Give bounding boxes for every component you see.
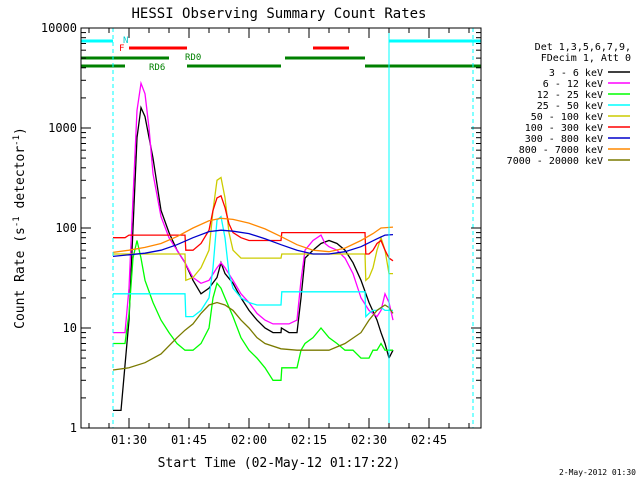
legend-header-0: Det 1,3,5,6,7,9, [535,42,631,53]
y-tick-label-3: 1000 [48,121,77,135]
series-line-5 [113,194,394,262]
legend-label-2: 12 - 25 keV [537,90,603,101]
flag-rd0-label: RD0 [185,53,201,63]
series-line-6 [112,229,394,258]
x-tick-label-2: 02:00 [231,433,267,447]
y-axis-label-sup2: -1 [12,135,22,146]
chart-title: HESSI Observing Summary Count Rates [131,6,426,22]
series-line-4 [113,176,393,282]
y-axis-label-main: Count Rate (s [13,227,28,329]
x-tick-label-0: 01:30 [111,433,147,447]
x-axis-label: Start Time (02-May-12 01:17:22) [158,456,401,471]
series-layer [112,80,394,412]
y-axis-label-end: ) [13,127,28,135]
series-line-3 [113,215,393,319]
flag-f-label: F [119,44,124,54]
x-tick-label-3: 02:15 [291,433,327,447]
legend-label-0: 3 - 6 keV [549,68,603,79]
y-axis-label-mid: detector [13,146,28,217]
series-line-7 [112,217,394,254]
series-line-8 [112,301,394,371]
legend-label-4: 50 - 100 keV [531,112,603,123]
x-tick-label-5: 02:45 [411,433,447,447]
x-tick-label-4: 02:30 [351,433,387,447]
y-axis-label: Count Rate (s-1 detector-1) [12,127,28,329]
legend-label-7: 800 - 7000 keV [519,145,603,156]
flags-layer: NF RD0 RD6 [81,28,481,428]
y-axis-ticks: 1 10 100 1000 10000 [41,21,481,435]
legend: Det 1,3,5,6,7,9,FDecim 1, Att 0 3 - 6 keV… [507,42,631,167]
legend-label-6: 300 - 800 keV [525,134,603,145]
x-tick-label-1: 01:45 [171,433,207,447]
legend-label-5: 100 - 300 keV [525,123,603,134]
footer-date: 2-May-2012 01:30 [559,468,636,477]
series-line-0 [113,105,394,412]
y-tick-label-4: 10000 [41,21,77,35]
flag-n-label: N [123,36,128,46]
legend-header-1: FDecim 1, Att 0 [541,53,631,64]
x-axis-ticks: 01:30 01:45 02:00 02:15 02:30 02:45 [88,28,470,447]
plot-frame [80,27,482,429]
legend-label-1: 6 - 12 keV [543,79,603,90]
y-tick-label-2: 100 [55,221,77,235]
series-line-2 [113,240,393,381]
y-tick-label-1: 10 [63,321,77,335]
y-tick-label-0: 1 [70,421,77,435]
legend-label-3: 25 - 50 keV [537,101,603,112]
flag-rd6-label: RD6 [149,63,165,73]
series-line-1 [113,80,394,334]
y-axis-label-sup1: -1 [12,216,22,227]
legend-label-8: 7000 - 20000 keV [507,156,603,167]
